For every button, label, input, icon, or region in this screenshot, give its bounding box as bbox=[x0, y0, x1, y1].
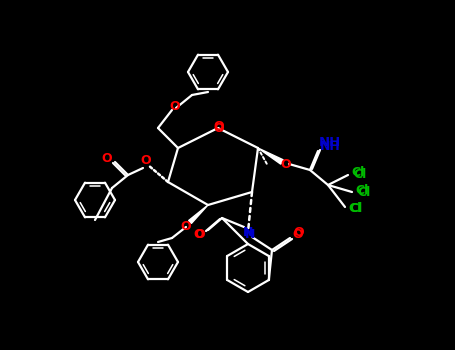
Text: NH: NH bbox=[319, 136, 341, 149]
Text: Cl: Cl bbox=[351, 167, 364, 180]
Polygon shape bbox=[189, 205, 208, 223]
Text: O: O bbox=[101, 152, 112, 164]
Text: O: O bbox=[214, 121, 224, 134]
Polygon shape bbox=[258, 148, 283, 164]
Text: O: O bbox=[181, 220, 191, 233]
Text: O: O bbox=[141, 154, 152, 167]
Text: Cl: Cl bbox=[355, 183, 369, 196]
Text: O: O bbox=[293, 228, 303, 240]
Text: O: O bbox=[214, 120, 224, 133]
Text: O: O bbox=[194, 229, 204, 241]
Text: NH: NH bbox=[319, 140, 340, 153]
Text: O: O bbox=[170, 99, 180, 112]
Text: N: N bbox=[245, 228, 255, 240]
Text: Cl: Cl bbox=[354, 168, 367, 182]
Text: O: O bbox=[293, 226, 304, 239]
Text: O: O bbox=[281, 158, 291, 170]
Text: N: N bbox=[243, 225, 253, 238]
Text: Cl: Cl bbox=[349, 202, 363, 215]
Text: O: O bbox=[195, 228, 205, 240]
Text: Cl: Cl bbox=[357, 186, 371, 198]
Text: Cl: Cl bbox=[349, 203, 362, 216]
